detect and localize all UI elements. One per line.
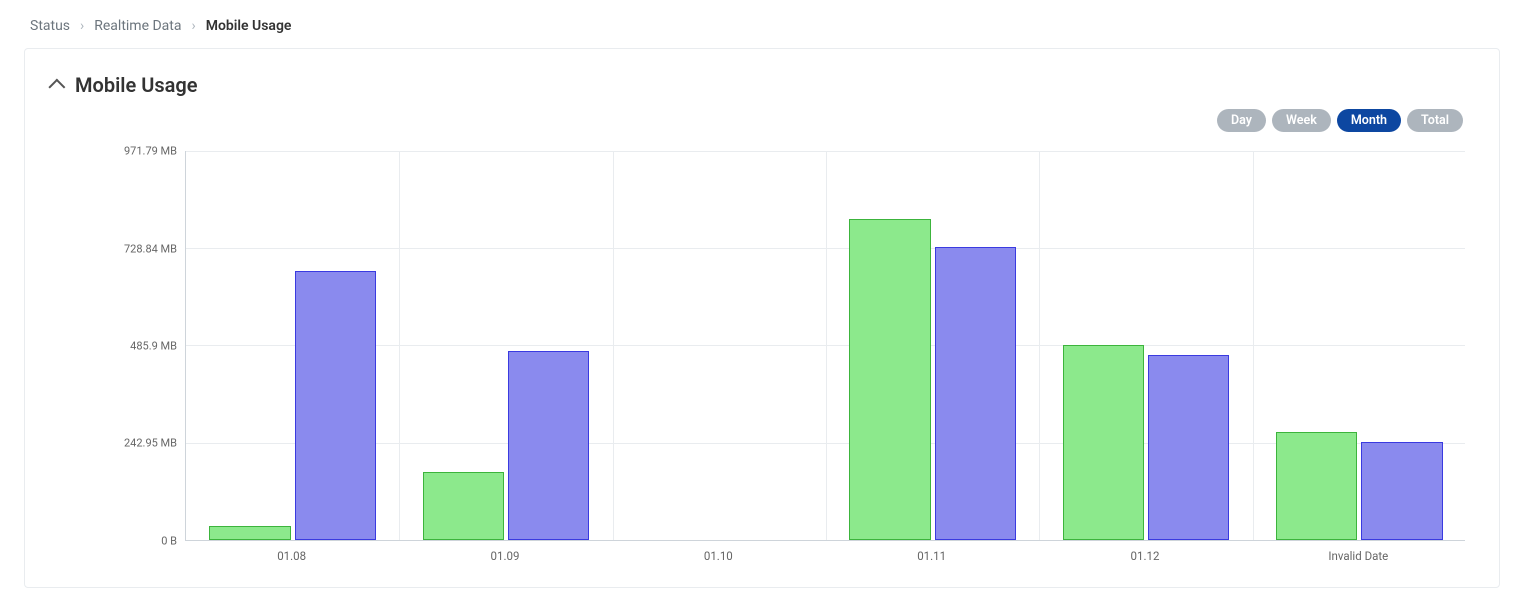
range-pill-total[interactable]: Total: [1407, 109, 1463, 132]
chart-ytick-label: 728.84 MB: [124, 242, 177, 255]
breadcrumb-item-mobile-usage: Mobile Usage: [206, 18, 292, 34]
chart-plot-area: [185, 151, 1465, 541]
chart-ytick-label: 485.9 MB: [130, 339, 177, 352]
chart-bar[interactable]: [935, 247, 1016, 540]
chart-xtick-label: 01.11: [917, 549, 946, 563]
chart-bar[interactable]: [1276, 432, 1357, 540]
chart-gridline-v: [1039, 151, 1040, 540]
chart-gridline-v: [826, 151, 827, 540]
chart-bar[interactable]: [295, 271, 376, 540]
panel-header[interactable]: Mobile Usage: [53, 73, 1471, 97]
breadcrumb-item-status[interactable]: Status: [30, 18, 70, 34]
chart-ytick-label: 242.95 MB: [124, 437, 177, 450]
range-pill-day[interactable]: Day: [1217, 109, 1266, 132]
chevron-right-icon: ›: [80, 18, 84, 34]
range-pill-month[interactable]: Month: [1337, 109, 1401, 132]
chart-xtick-label: 01.10: [704, 549, 733, 563]
chevron-up-icon: [48, 79, 65, 96]
chart-bar[interactable]: [1361, 442, 1442, 540]
chart-ytick-label: 971.79 MB: [124, 145, 177, 158]
chart-xtick-label: Invalid Date: [1328, 549, 1388, 563]
chart-xtick-label: 01.08: [277, 549, 306, 563]
chart-bar[interactable]: [849, 219, 930, 540]
range-pill-week[interactable]: Week: [1272, 109, 1331, 132]
chart-ytick-label: 0 B: [161, 535, 177, 548]
chart-bar[interactable]: [1063, 345, 1144, 540]
chevron-right-icon: ›: [191, 18, 195, 34]
mobile-usage-panel: Mobile Usage Day Week Month Total 0 B 242…: [24, 48, 1500, 588]
chart-xtick-label: 01.12: [1131, 549, 1160, 563]
range-selector: Day Week Month Total: [1217, 109, 1463, 132]
chart-bar[interactable]: [508, 351, 589, 540]
mobile-usage-chart: 0 B242.95 MB485.9 MB728.84 MB971.79 MB01…: [93, 151, 1465, 571]
chart-bar[interactable]: [1148, 355, 1229, 540]
chart-xtick-label: 01.09: [491, 549, 520, 563]
breadcrumb-item-realtime[interactable]: Realtime Data: [94, 18, 181, 34]
panel-title: Mobile Usage: [75, 73, 198, 97]
chart-bar[interactable]: [209, 526, 290, 540]
chart-gridline-v: [399, 151, 400, 540]
chart-gridline-v: [1253, 151, 1254, 540]
chart-bar[interactable]: [423, 472, 504, 540]
chart-gridline-v: [613, 151, 614, 540]
breadcrumb: Status › Realtime Data › Mobile Usage: [0, 0, 1524, 48]
